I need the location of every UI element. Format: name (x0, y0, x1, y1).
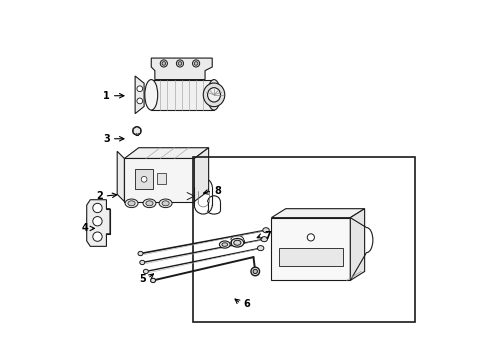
Ellipse shape (194, 62, 198, 65)
Ellipse shape (222, 243, 227, 246)
Ellipse shape (144, 80, 158, 110)
Text: 3: 3 (103, 134, 110, 144)
Ellipse shape (233, 240, 241, 245)
Ellipse shape (93, 203, 102, 213)
Polygon shape (135, 76, 144, 114)
Bar (192, 157, 414, 321)
Ellipse shape (261, 237, 267, 242)
Ellipse shape (93, 217, 102, 226)
Ellipse shape (253, 269, 257, 274)
Ellipse shape (125, 199, 138, 208)
Ellipse shape (219, 241, 230, 248)
Ellipse shape (203, 83, 224, 107)
Text: 2: 2 (96, 191, 102, 201)
Ellipse shape (140, 260, 144, 265)
Ellipse shape (207, 87, 220, 102)
Ellipse shape (262, 228, 269, 233)
Text: 5: 5 (139, 274, 145, 284)
Polygon shape (117, 151, 124, 202)
Bar (278, 248, 343, 266)
Ellipse shape (93, 232, 102, 241)
Polygon shape (124, 158, 194, 202)
Bar (156, 173, 165, 184)
Ellipse shape (230, 238, 244, 247)
Bar (135, 169, 153, 189)
Ellipse shape (137, 86, 142, 91)
Text: 1: 1 (103, 91, 110, 101)
Text: 4: 4 (81, 224, 88, 233)
Bar (151, 80, 214, 110)
Polygon shape (124, 148, 208, 158)
Ellipse shape (257, 246, 264, 251)
Text: 8: 8 (214, 186, 221, 196)
Ellipse shape (207, 80, 220, 110)
Ellipse shape (250, 267, 259, 276)
Ellipse shape (143, 269, 148, 274)
Ellipse shape (162, 201, 169, 206)
Ellipse shape (128, 201, 135, 206)
Ellipse shape (145, 201, 153, 206)
Text: 7: 7 (264, 231, 271, 240)
Ellipse shape (192, 60, 199, 67)
Ellipse shape (137, 98, 142, 104)
Polygon shape (194, 148, 208, 202)
Ellipse shape (150, 278, 155, 283)
Polygon shape (271, 218, 349, 280)
Polygon shape (133, 127, 141, 135)
Ellipse shape (160, 60, 167, 67)
Ellipse shape (159, 199, 172, 208)
Polygon shape (86, 200, 110, 246)
Ellipse shape (306, 234, 314, 241)
Polygon shape (349, 209, 364, 280)
Ellipse shape (138, 251, 142, 256)
Ellipse shape (178, 62, 182, 65)
Ellipse shape (162, 62, 165, 65)
Ellipse shape (176, 60, 183, 67)
Polygon shape (271, 209, 364, 218)
Text: 6: 6 (243, 299, 249, 309)
Ellipse shape (141, 176, 147, 182)
Ellipse shape (142, 199, 156, 208)
Polygon shape (151, 58, 212, 80)
